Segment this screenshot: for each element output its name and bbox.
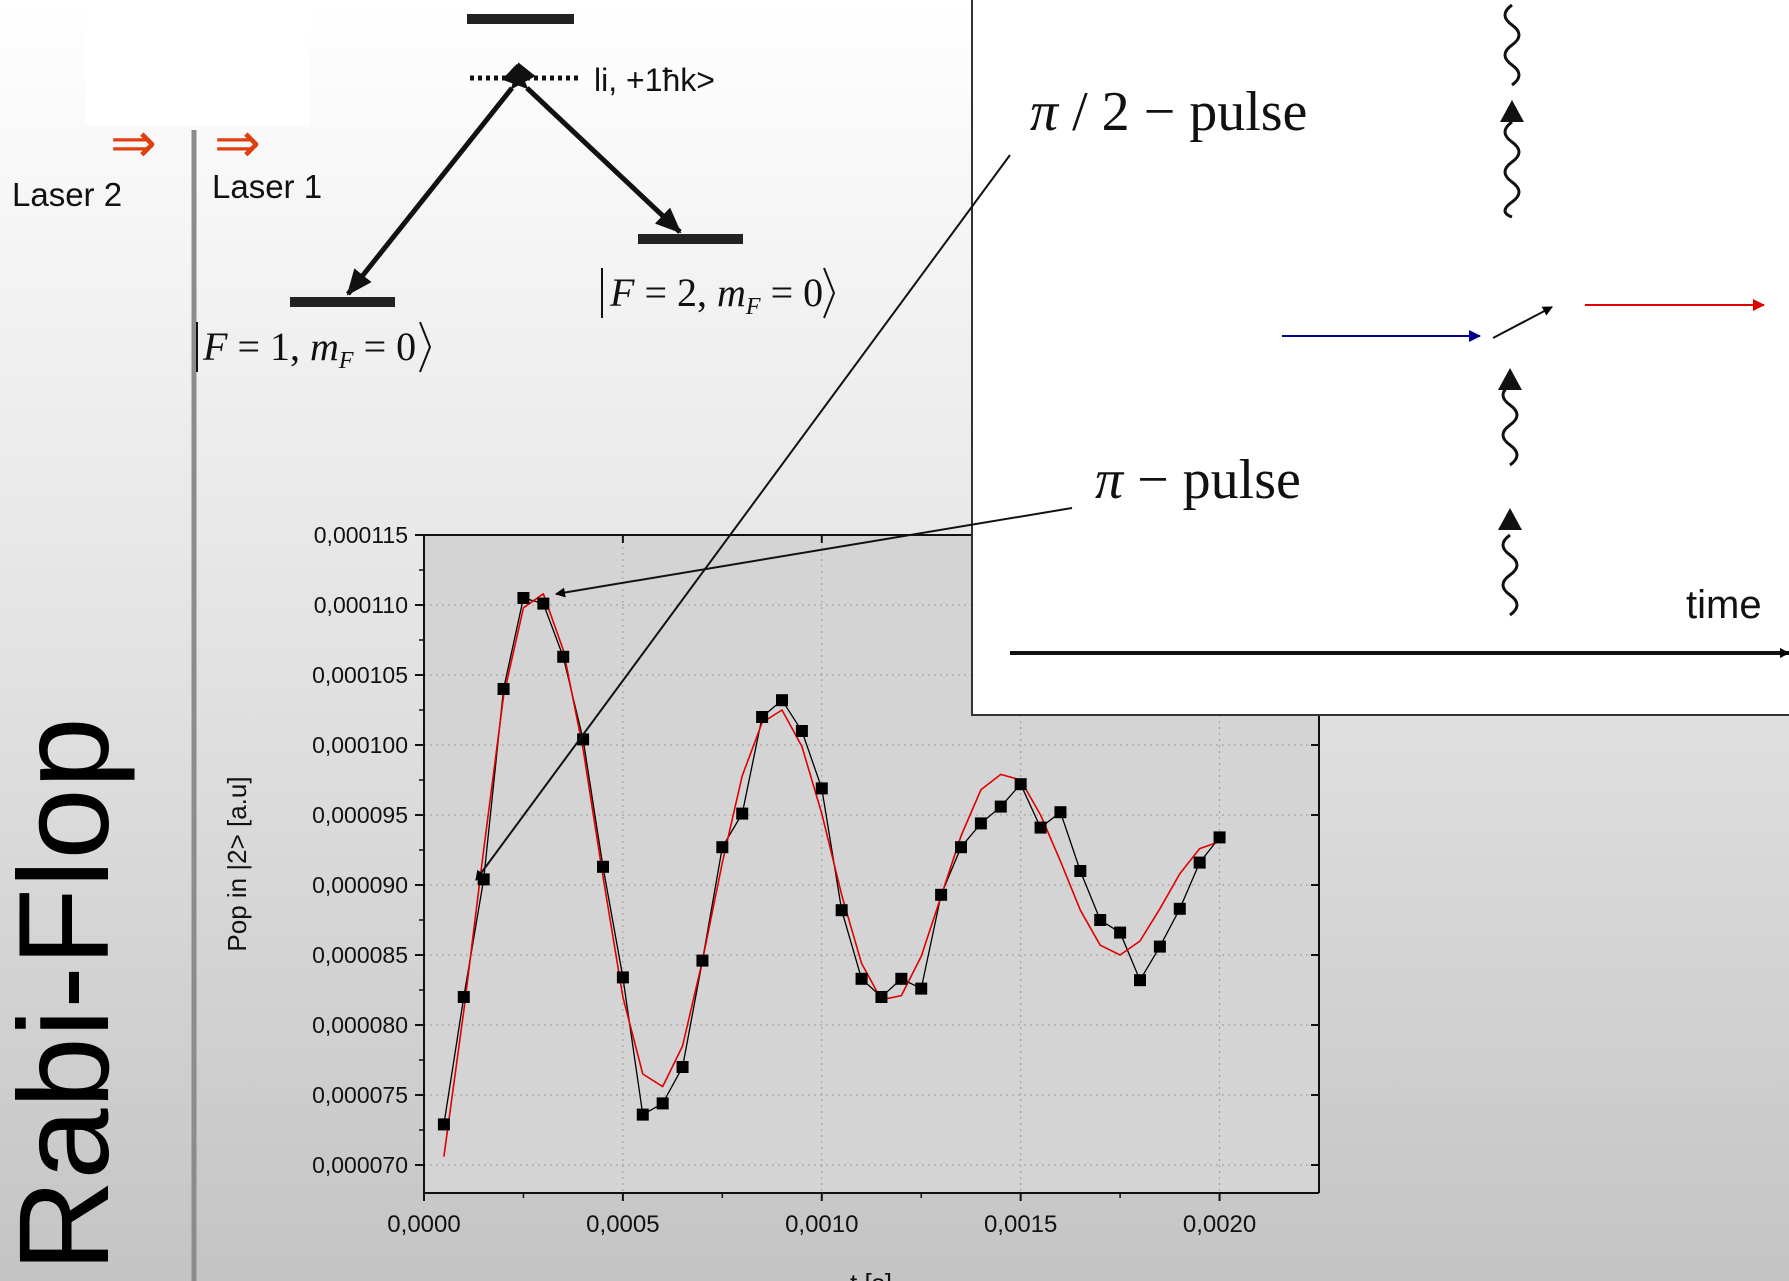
beam-splitter-arrow (1492, 306, 1553, 339)
data-point (994, 800, 1007, 813)
y-tick-label: 0,000100 (312, 732, 408, 758)
data-point (1134, 974, 1146, 987)
fit-line (443, 592, 1220, 1157)
x-tick-label: 0,0000 (387, 1211, 460, 1238)
data-point (1193, 856, 1206, 869)
laser2-label: Laser 2 (12, 176, 122, 213)
y-tick-label: 0,000090 (312, 872, 408, 898)
data-point (537, 597, 550, 610)
pi-pulse-label: π − pulse (1095, 449, 1301, 511)
data-point (935, 888, 948, 901)
series (437, 592, 1226, 1157)
data-point (756, 711, 769, 723)
x-tick-label: 0,0005 (586, 1211, 659, 1238)
excited-level-bar (638, 234, 743, 244)
data-point (636, 1108, 649, 1121)
y-axis-label: Pop in |2> [a.u] (222, 776, 252, 951)
data-point (1074, 865, 1087, 877)
y-tick-label: 0,000085 (312, 942, 408, 968)
data-point (1114, 926, 1127, 939)
wavy-beam-bottom (1501, 383, 1519, 617)
data-point (1213, 831, 1226, 844)
data-point (815, 782, 828, 795)
laser1-label: Laser 1 (212, 168, 322, 205)
wavy-beam-top-arrowhead (1500, 100, 1524, 122)
intermediate-state-label: li, +1ћk> (594, 62, 715, 98)
pi-half-pulse-label: π / 2 − pulse (1030, 81, 1307, 143)
data-point (1054, 806, 1067, 819)
transition-arrow-left (346, 62, 536, 296)
data-point (776, 694, 788, 707)
data-point (895, 972, 908, 985)
data-point (656, 1097, 669, 1110)
data-point (915, 982, 928, 995)
data-point (497, 683, 510, 695)
pi-half-pointer (475, 154, 1011, 881)
y-tick-label: 0,000075 (312, 1082, 408, 1108)
x-axis-label: t [s] (850, 1268, 892, 1281)
wavy-beam-bottom-arrowhead-2 (1498, 508, 1522, 530)
upper-level-bar (467, 14, 574, 24)
data-point (597, 860, 609, 873)
data-point (974, 817, 987, 830)
inset-box (971, 0, 1789, 716)
data-point (736, 807, 749, 820)
y-tick-label: 0,000110 (314, 592, 408, 618)
y-tick-label: 0,000115 (314, 522, 408, 548)
data-point (855, 972, 868, 985)
data-point (557, 650, 570, 663)
data-point (1173, 902, 1186, 915)
excited-state-ket: F = 2, mF = 0 (601, 267, 836, 320)
y-tick-label: 0,000070 (312, 1152, 408, 1178)
x-tick-label: 0,0020 (1183, 1211, 1256, 1238)
data-point (616, 971, 629, 984)
transition-arrow-right (501, 63, 682, 234)
data-point (676, 1061, 689, 1073)
x-tick-label: 0,0010 (785, 1211, 858, 1238)
data-point (577, 733, 590, 746)
data-point (1014, 778, 1027, 791)
laser1-arrow-icon: ⇒ (214, 111, 261, 174)
svg-text:F = 2, mF = 0: F = 2, mF = 0 (609, 270, 823, 320)
top-left-white-box (85, 0, 310, 125)
data-point (437, 1118, 450, 1131)
data-point (1034, 821, 1047, 834)
laser2-arrow-icon: ⇒ (110, 111, 157, 174)
data-point (696, 954, 709, 967)
data-point (1153, 940, 1166, 953)
svg-text:F = 1, mF = 0: F = 1, mF = 0 (202, 324, 416, 374)
pulse-sequence-inset: π / 2 − pulse π − pulse time (971, 0, 1789, 716)
data-point (795, 725, 808, 737)
y-tick-label: 0,000080 (312, 1012, 408, 1038)
y-tick-labels: 0,000070 0,000075 0,000080 0,000085 0,000090… (312, 522, 408, 1178)
y-tick-label: 0,000105 (312, 662, 408, 688)
wavy-beam-top (1503, 3, 1521, 219)
ground-state-ket: F = 1, mF = 0 (196, 321, 432, 374)
data-point (517, 592, 530, 604)
pi-pointer (555, 507, 1073, 598)
data-point (955, 841, 967, 854)
time-axis-label: time (1686, 583, 1762, 627)
data-point (716, 841, 729, 854)
y-tick-label: 0,000095 (312, 802, 408, 828)
data-point (457, 991, 470, 1003)
data-point (1094, 914, 1107, 926)
x-tick-labels: 0,0000 0,0005 0,0010 0,0015 0,0020 (387, 1211, 1256, 1238)
wavy-beam-bottom-arrowhead-1 (1498, 368, 1522, 390)
ground-level-bar (290, 297, 395, 307)
data-point (835, 904, 848, 917)
data-point (875, 991, 888, 1003)
x-tick-label: 0,0015 (984, 1211, 1057, 1238)
level-scheme: li, +1ћk> F = 1, mF = 0 F = 2, mF = 0 (196, 14, 836, 374)
slide-title: Rabi-Flop (0, 717, 136, 1272)
